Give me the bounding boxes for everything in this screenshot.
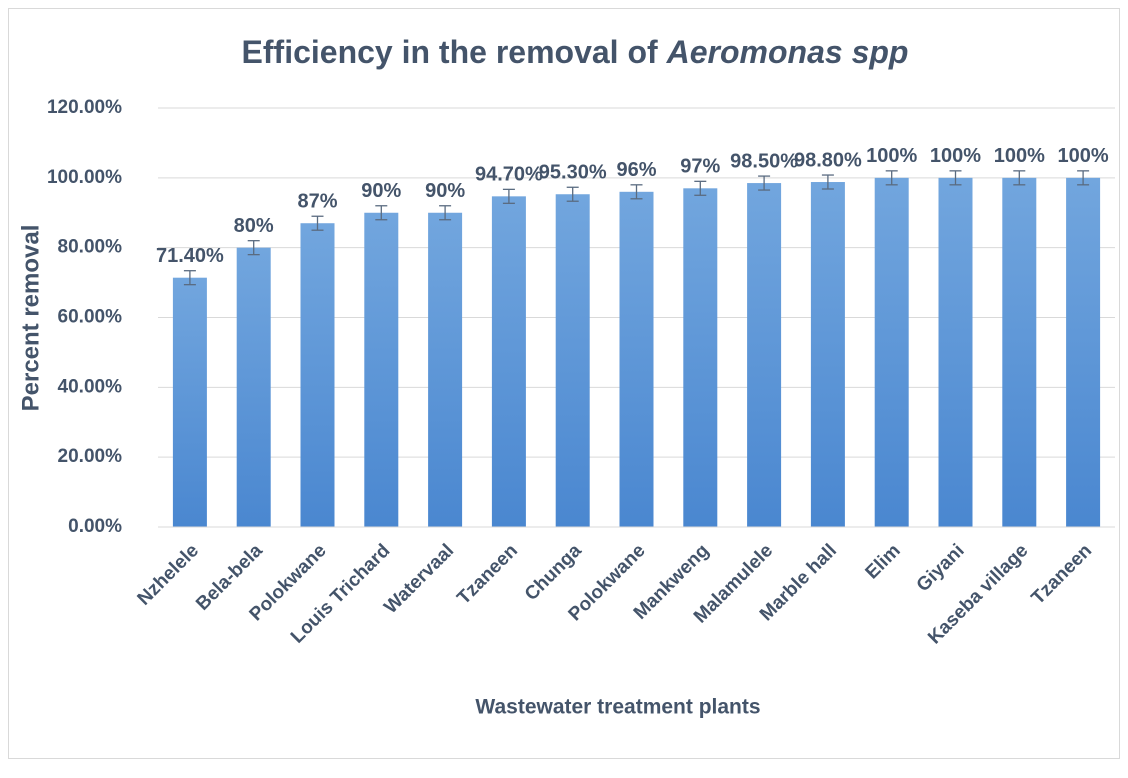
bar [1002,177,1037,528]
data-label: 100% [1058,145,1109,167]
y-tick-label: 20.00% [58,446,123,467]
bar [938,177,973,528]
bar [1066,177,1101,528]
y-tick-label: 80.00% [58,237,123,258]
chart-title-part: Efficiency in the removal of [242,34,658,70]
chart-title: Efficiency in the removal of Aeromonas sp… [242,34,909,70]
data-label: 100% [930,145,981,167]
bar [810,182,845,528]
data-label: 96% [616,159,656,181]
bar [619,191,654,528]
data-label: 80% [234,215,274,237]
data-label: 95.30% [539,162,607,184]
bar [172,277,207,527]
data-label: 94.70% [475,164,543,186]
bar [683,188,718,527]
data-label: 98.50% [730,150,798,172]
y-tick-label: 120.00% [47,97,122,118]
data-label: 71.40% [156,245,224,267]
y-tick-label: 60.00% [58,307,123,328]
y-tick-label: 100.00% [47,167,122,188]
y-tick-label: 0.00% [68,516,122,537]
data-label: 90% [425,180,465,202]
bar [555,194,590,527]
chart-title-part: Aeromonas spp [666,34,909,70]
data-label: 97% [680,156,720,178]
bar [428,212,463,527]
x-axis-title: Wastewater treatment plants [475,696,760,719]
data-label: 100% [866,145,917,167]
data-label: 87% [297,191,337,213]
bar [491,196,526,527]
bar [874,177,909,528]
data-label: 90% [361,180,401,202]
bar [747,183,782,527]
bar [364,212,399,527]
data-label: 98.80% [794,149,862,171]
data-label: 100% [994,145,1045,167]
y-axis-title: Percent removal [17,225,44,412]
bar [300,223,335,527]
y-tick-label: 40.00% [58,376,123,397]
bar [236,247,271,527]
